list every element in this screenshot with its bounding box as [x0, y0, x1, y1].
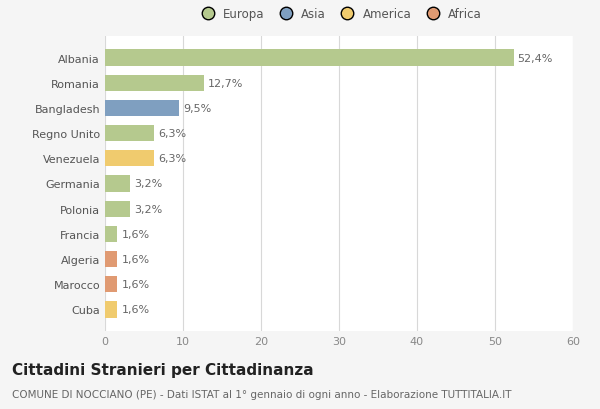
Text: 9,5%: 9,5% [183, 103, 211, 114]
Text: COMUNE DI NOCCIANO (PE) - Dati ISTAT al 1° gennaio di ogni anno - Elaborazione T: COMUNE DI NOCCIANO (PE) - Dati ISTAT al … [12, 389, 511, 399]
Bar [105, 75, 204, 92]
Bar [105, 176, 130, 192]
Bar [105, 50, 514, 67]
Text: 1,6%: 1,6% [121, 229, 149, 239]
Text: 6,3%: 6,3% [158, 129, 186, 139]
Text: 6,3%: 6,3% [158, 154, 186, 164]
Bar [105, 126, 154, 142]
Text: 1,6%: 1,6% [121, 254, 149, 265]
Text: 12,7%: 12,7% [208, 79, 244, 88]
Bar [105, 251, 118, 267]
Bar [105, 226, 118, 243]
Bar [105, 151, 154, 167]
Text: 52,4%: 52,4% [518, 54, 553, 63]
Text: 3,2%: 3,2% [134, 204, 162, 214]
Text: 1,6%: 1,6% [121, 305, 149, 315]
Text: Cittadini Stranieri per Cittadinanza: Cittadini Stranieri per Cittadinanza [12, 362, 314, 377]
Legend: Europa, Asia, America, Africa: Europa, Asia, America, Africa [191, 3, 487, 25]
Bar [105, 201, 130, 217]
Text: 1,6%: 1,6% [121, 280, 149, 290]
Bar [105, 101, 179, 117]
Bar [105, 301, 118, 318]
Text: 3,2%: 3,2% [134, 179, 162, 189]
Bar [105, 276, 118, 293]
